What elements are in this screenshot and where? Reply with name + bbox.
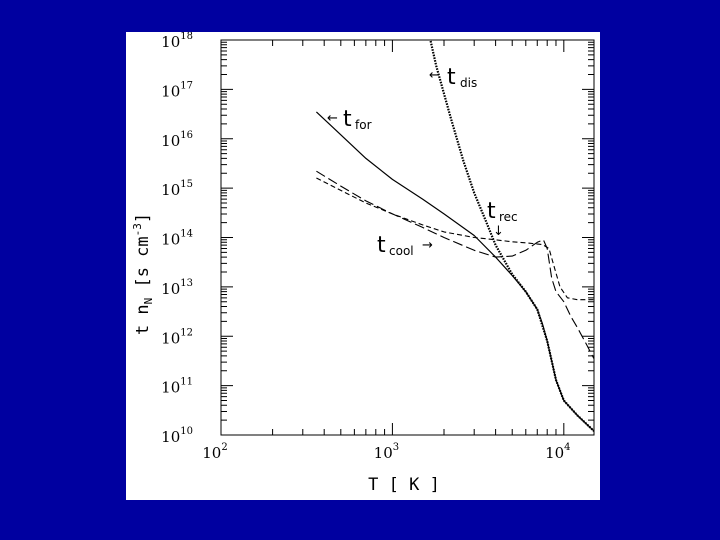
ticks [220,40,594,436]
annotation-t-dis-arrow: ← [429,68,440,83]
y-tick-label: 1014 [161,229,193,249]
series-line-t-cool [316,170,594,360]
series-line-t-for [315,111,594,432]
annotation-t-dis-main: t [447,65,456,90]
y-tick-label: 1012 [161,327,193,347]
y-tick-label: 1016 [161,130,193,150]
annotation-t-cool-main: t [377,233,386,258]
x-tick-label: 104 [545,442,570,462]
annotation-t-dis-sub: dis [460,76,477,90]
annotation-t-rec-sub: rec [499,210,518,224]
tick-marks [220,40,594,436]
annotation-t-cool-sub: cool [389,244,414,258]
y-tick-label: 1010 [161,426,193,446]
x-tick-label: 102 [202,442,227,462]
annotation-t-for-arrow: ← [327,111,338,126]
y-tick-label: 1011 [161,377,193,397]
annotation-t-cool-arrow: → [422,238,433,253]
plot-frame [220,39,595,436]
tick-labels: 102 103 104 1010 1011 1012 1013 1014 1015 1016 101… [161,32,570,462]
y-axis-label: t nN [s cm-3] [131,213,155,335]
annotation-t-rec-arrow: ↓ [493,224,504,239]
y-tick-label: 1018 [161,32,193,51]
annotation-t-for: ← t for [327,107,372,132]
y-tick-label: 1015 [161,179,193,199]
annotation-t-rec-main: t [487,199,496,224]
annotation-t-for-main: t [343,107,352,132]
series-line-t-dis [429,40,594,432]
annotation-t-rec: t rec ↓ [487,199,518,239]
x-axis-label: T [ K ] [368,475,440,495]
chart-panel: 102 103 104 1010 1011 1012 1013 1014 1015 1016 101… [126,32,600,500]
x-tick-label: 103 [374,442,399,462]
axes [220,39,595,436]
y-tick-label: 1013 [161,278,193,298]
annotation-t-cool: t cool → [377,233,433,258]
annotation-t-for-sub: for [355,118,372,132]
chart-svg: 102 103 104 1010 1011 1012 1013 1014 1015 1016 101… [131,32,595,495]
series [315,40,594,432]
y-tick-label: 1017 [161,80,193,100]
annotation-t-dis: ← t dis [429,65,477,90]
